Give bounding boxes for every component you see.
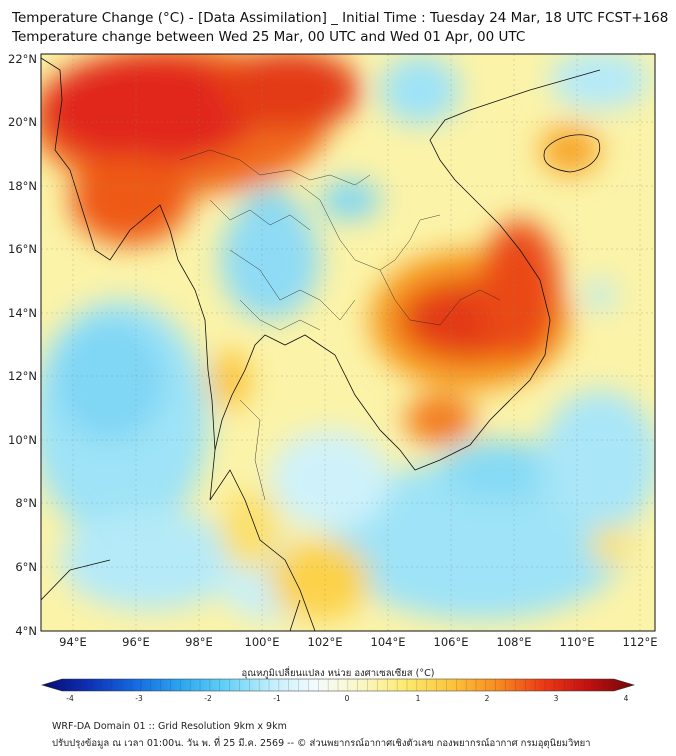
colorbar-tick: 4: [623, 694, 629, 703]
colorbar-strip: [40, 678, 636, 692]
map-frame: [40, 53, 656, 632]
temperature-field: [41, 54, 655, 631]
lon-label: 106°E: [434, 635, 469, 649]
colorbar-tick: -4: [66, 694, 74, 703]
lat-label: 14°N: [8, 306, 37, 320]
colorbar: [40, 678, 636, 692]
lon-label: 102°E: [308, 635, 343, 649]
lat-label: 18°N: [8, 179, 37, 193]
lon-label: 110°E: [560, 635, 595, 649]
colorbar-tick: 2: [484, 694, 490, 703]
latitude-labels: 22°N 20°N 18°N 16°N 14°N 12°N 10°N 8°N 6…: [8, 52, 37, 638]
colorbar-tick: -1: [273, 694, 281, 703]
lat-label: 10°N: [8, 433, 37, 447]
colorbar-tick: -2: [204, 694, 212, 703]
colorbar-tick: 1: [415, 694, 421, 703]
lon-label: 100°E: [245, 635, 280, 649]
colorbar-tick: 0: [344, 694, 350, 703]
lon-label: 96°E: [122, 635, 150, 649]
lon-label: 112°E: [623, 635, 658, 649]
footer-update-info: ปรับปรุงข้อมูล ณ เวลา 01:00น. วัน พ. ที่…: [52, 738, 591, 749]
lat-label: 20°N: [8, 115, 37, 129]
title-line-2: Temperature change between Wed 25 Mar, 0…: [12, 29, 526, 45]
gridlines: [41, 54, 655, 631]
lon-label: 98°E: [185, 635, 213, 649]
footer-model-info: WRF-DA Domain 01 :: Grid Resolution 9km …: [52, 721, 287, 732]
lon-label: 104°E: [371, 635, 406, 649]
colorbar-tick: 3: [553, 694, 559, 703]
temperature-change-map: 22°N 20°N 18°N 16°N 14°N 12°N 10°N 8°N 6…: [8, 52, 657, 649]
title-line-1: Temperature Change (°C) - [Data Assimila…: [12, 10, 669, 26]
coastlines: [41, 57, 601, 631]
longitude-labels: 94°E 96°E 98°E 100°E 102°E 104°E 106°E 1…: [59, 635, 657, 649]
lat-label: 6°N: [15, 560, 37, 574]
lon-label: 94°E: [59, 635, 87, 649]
lat-label: 22°N: [8, 52, 37, 66]
lat-label: 4°N: [15, 624, 37, 638]
lat-label: 8°N: [15, 496, 37, 510]
lat-label: 12°N: [8, 369, 37, 383]
colorbar-label: อุณหภูมิเปลี่ยนแปลง หน่วย องศาเซลเซียส (…: [241, 668, 435, 679]
lon-label: 108°E: [497, 635, 532, 649]
colorbar-tick: -3: [135, 694, 143, 703]
lat-label: 16°N: [8, 242, 37, 256]
